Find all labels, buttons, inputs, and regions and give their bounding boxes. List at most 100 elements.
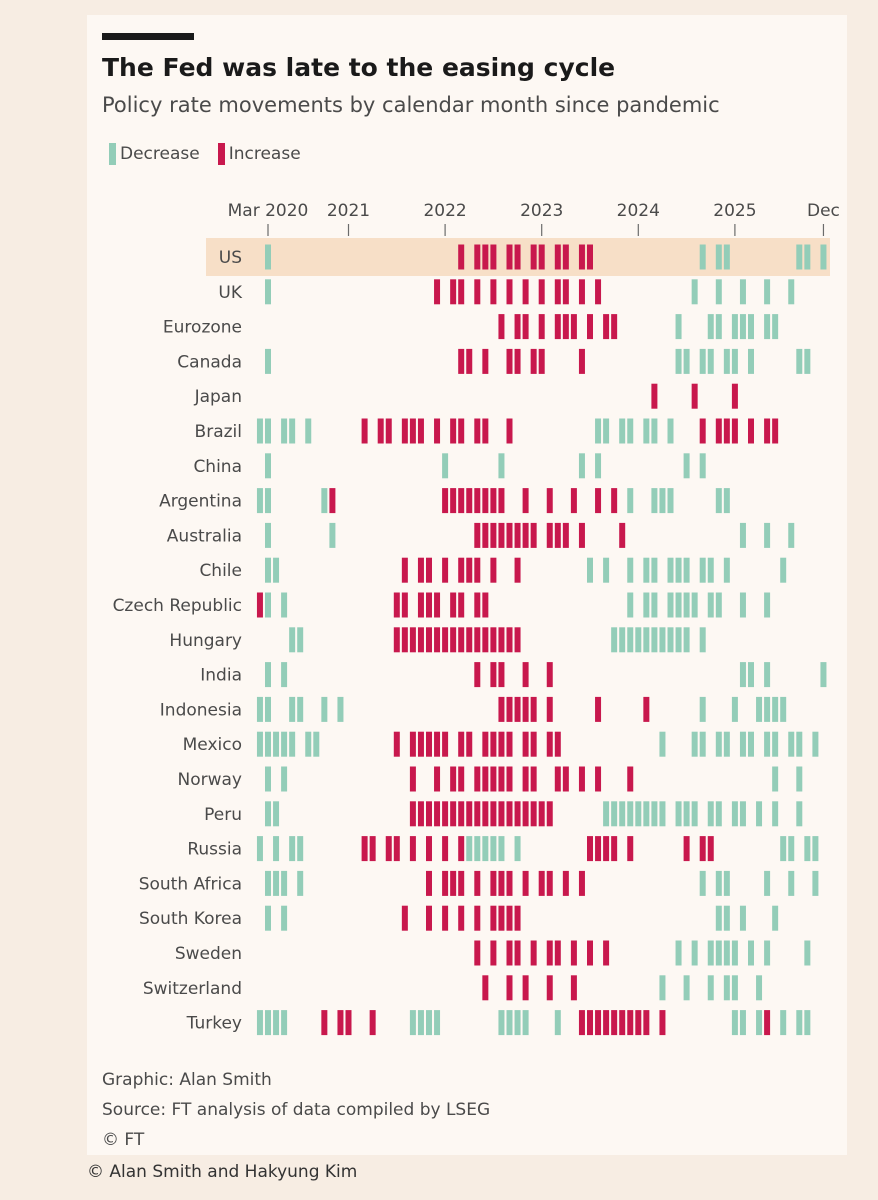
decrease-bar bbox=[731, 801, 738, 827]
increase-bar bbox=[393, 731, 400, 757]
decrease-bar bbox=[289, 836, 296, 862]
decrease-bar bbox=[281, 418, 288, 444]
increase-bar bbox=[554, 314, 561, 340]
increase-bar bbox=[595, 1010, 602, 1036]
decrease-bar bbox=[627, 627, 634, 653]
decrease-bar bbox=[764, 522, 771, 548]
increase-bar bbox=[562, 279, 569, 305]
decrease-bar bbox=[723, 348, 730, 374]
increase-bar bbox=[458, 348, 465, 374]
decrease-bar bbox=[643, 801, 650, 827]
decrease-bar bbox=[739, 905, 746, 931]
increase-bar bbox=[458, 870, 465, 896]
increase-bar bbox=[409, 766, 416, 792]
increase-bar bbox=[434, 279, 441, 305]
decrease-bar bbox=[715, 801, 722, 827]
increase-bar bbox=[578, 244, 585, 270]
increase-bar bbox=[506, 696, 513, 722]
country-label: Brazil bbox=[195, 422, 242, 442]
increase-bar bbox=[345, 1010, 352, 1036]
decrease-bar bbox=[611, 801, 618, 827]
decrease-bar bbox=[764, 662, 771, 688]
decrease-bar bbox=[297, 627, 304, 653]
chart-footer: Graphic: Alan Smith Source: FT analysis … bbox=[102, 1065, 490, 1155]
decrease-bar bbox=[273, 870, 280, 896]
decrease-bar bbox=[643, 627, 650, 653]
decrease-bar bbox=[715, 731, 722, 757]
source-note: Source: FT analysis of data compiled by … bbox=[102, 1100, 491, 1120]
increase-bar bbox=[490, 801, 497, 827]
increase-bar bbox=[490, 279, 497, 305]
increase-bar bbox=[490, 488, 497, 514]
decrease-bar bbox=[756, 975, 763, 1001]
increase-bar bbox=[522, 766, 529, 792]
increase-bar bbox=[530, 348, 537, 374]
increase-bar bbox=[417, 731, 424, 757]
decrease-bar bbox=[707, 801, 714, 827]
decrease-bar bbox=[265, 244, 271, 270]
increase-bar bbox=[522, 488, 529, 514]
increase-bar bbox=[393, 592, 400, 618]
increase-bar bbox=[256, 592, 263, 618]
increase-bar bbox=[506, 348, 513, 374]
country-label: Mexico bbox=[183, 735, 242, 755]
decrease-bar bbox=[796, 348, 803, 374]
increase-bar bbox=[514, 557, 521, 583]
increase-bar bbox=[611, 488, 618, 514]
increase-bar bbox=[426, 870, 432, 896]
increase-bar bbox=[482, 488, 489, 514]
decrease-bar bbox=[265, 348, 271, 374]
increase-bar bbox=[764, 1010, 771, 1036]
decrease-bar bbox=[265, 731, 271, 757]
increase-bar bbox=[482, 801, 489, 827]
increase-bar bbox=[522, 696, 529, 722]
decrease-bar bbox=[699, 244, 706, 270]
increase-bar bbox=[619, 522, 626, 548]
increase-bar bbox=[490, 905, 497, 931]
increase-bar bbox=[506, 244, 513, 270]
increase-bar bbox=[458, 766, 465, 792]
increase-bar bbox=[562, 870, 569, 896]
decrease-bar bbox=[780, 1010, 787, 1036]
increase-bar bbox=[426, 905, 432, 931]
increase-bar bbox=[554, 279, 561, 305]
decrease-bar bbox=[772, 696, 779, 722]
increase-bar bbox=[699, 836, 706, 862]
decrease-bar bbox=[265, 696, 271, 722]
legend-decrease-label: Decrease bbox=[120, 144, 200, 164]
increase-bar bbox=[619, 1010, 626, 1036]
increase-swatch bbox=[217, 143, 225, 165]
increase-bar bbox=[595, 836, 602, 862]
decrease-bar bbox=[691, 801, 698, 827]
x-tick-label: 2022 bbox=[423, 201, 466, 221]
decrease-bar bbox=[812, 870, 819, 896]
increase-bar bbox=[570, 940, 577, 966]
increase-bar bbox=[409, 627, 416, 653]
increase-bar bbox=[538, 348, 545, 374]
decrease-bar bbox=[498, 1010, 505, 1036]
decrease-bar bbox=[683, 348, 690, 374]
increase-bar bbox=[482, 418, 489, 444]
increase-bar bbox=[587, 836, 593, 862]
increase-bar bbox=[490, 731, 497, 757]
increase-bar bbox=[385, 836, 392, 862]
decrease-bar bbox=[289, 627, 296, 653]
decrease-bar bbox=[265, 801, 271, 827]
increase-bar bbox=[434, 592, 441, 618]
decrease-bar bbox=[603, 418, 610, 444]
decrease-bar bbox=[699, 870, 706, 896]
decrease-bar bbox=[514, 836, 521, 862]
increase-bar bbox=[506, 418, 513, 444]
increase-bar bbox=[450, 592, 457, 618]
decrease-bar bbox=[748, 314, 754, 340]
decrease-bar bbox=[675, 627, 682, 653]
increase-bar bbox=[498, 627, 505, 653]
decrease-bar bbox=[739, 662, 746, 688]
increase-bar bbox=[417, 627, 424, 653]
increase-bar bbox=[506, 522, 513, 548]
decrease-bar bbox=[627, 592, 634, 618]
increase-bar bbox=[554, 731, 561, 757]
decrease-bar bbox=[265, 1010, 271, 1036]
decrease-bar bbox=[265, 557, 271, 583]
increase-bar bbox=[530, 940, 537, 966]
